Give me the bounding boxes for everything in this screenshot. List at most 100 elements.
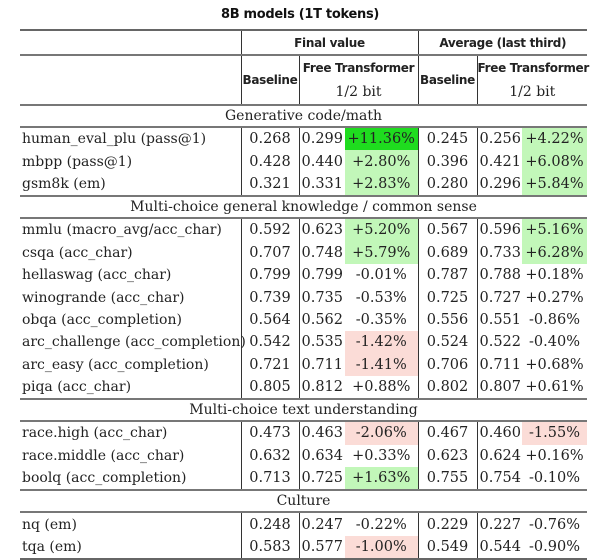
ft-avg: 0.256 (476, 125, 522, 151)
ft-final: 0.247 (298, 511, 345, 536)
baseline-avg: 0.524 (417, 331, 477, 354)
table-row: obqa (acc_completion) 0.564 0.562 -0.35% 0.5… (20, 308, 587, 332)
ft-avg: 0.711 (476, 353, 522, 376)
task-name: gsm8k (em) (22, 175, 106, 192)
ft-final-delta: +11.36% (345, 125, 418, 151)
ft-avg: 0.227 (476, 511, 522, 536)
table-row: nq (em) 0.248 0.247 -0.22% 0.229 0.227 -0.76% (20, 511, 588, 536)
table-row: winogrande (acc_char) 0.739 0.735 -0.53% 0.7… (20, 286, 587, 309)
ft-final-delta: +1.63% (345, 467, 418, 491)
table-row: race.middle (acc_char) 0.632 0.634 +0.33% 0.… (20, 444, 587, 468)
table-row: mbpp (pass@1) 0.428 0.440 +2.80% 0.396 0.421 +… (20, 150, 588, 173)
ft-final: 0.463 (298, 420, 345, 445)
ft-final-delta: +2.83% (345, 172, 418, 197)
ft-final: 0.634 (298, 444, 345, 468)
task-name: human_eval_plu (pass@1) (20, 125, 241, 151)
ft-final-delta: -0.35% (355, 311, 407, 328)
table-row: hellaswag (acc_char) 0.799 0.799 -0.01% 0.78… (20, 263, 587, 287)
baseline-avg: 0.556 (417, 308, 477, 332)
ft-final-delta: -2.06% (345, 420, 418, 445)
table-row: arc_challenge (acc_completion) 0.542 0.535… (20, 331, 587, 354)
ft-avg-delta: -0.90% (522, 535, 588, 560)
baseline-avg: 0.396 (417, 150, 477, 173)
section-row: Multi-choice text understanding (20, 398, 588, 422)
table-row: piqa (acc_char) 0.805 0.812 +0.88% 0.802 0.80… (20, 375, 587, 400)
ft-avg: 0.727 (476, 286, 522, 309)
ft-final-delta: -0.22% (345, 511, 418, 536)
ft-avg-delta: -0.10% (529, 470, 580, 487)
ft-avg-delta: +0.27% (525, 289, 584, 306)
task-name: mbpp (pass@1) (22, 153, 133, 170)
ft-avg: 0.522 (476, 331, 522, 354)
ft-final: 0.735 (298, 286, 345, 309)
ft-final-delta: -0.53% (355, 289, 407, 306)
baseline-avg: 0.802 (417, 375, 477, 400)
section-row: Generative code/math (20, 104, 588, 127)
baseline-avg: 0.549 (417, 535, 477, 560)
baseline-final: 0.564 (240, 308, 299, 332)
baseline-avg: 0.706 (417, 353, 477, 376)
header-row-2: Baseline Free Transformer 1/2 bit Baselin… (20, 54, 589, 105)
ft-final-delta: -0.01% (355, 267, 407, 284)
header-final-value: Final value (240, 29, 418, 55)
section-title: Culture (20, 489, 588, 513)
results-table: Final value Average (last third) Baselin… (20, 29, 589, 560)
ft-final: 0.331 (298, 172, 345, 197)
baseline-final: 0.592 (240, 217, 299, 242)
section-row: Multi-choice general knowledge / common … (20, 195, 588, 219)
task-name: race.middle (acc_char) (22, 447, 185, 464)
baseline-final: 0.428 (240, 150, 299, 173)
task-name: nq (em) (20, 511, 241, 536)
baseline-final: 0.739 (240, 286, 299, 309)
ft-avg: 0.754 (476, 467, 522, 491)
task-name: obqa (acc_completion) (22, 311, 182, 328)
table-row: csqa (acc_char) 0.707 0.748 +5.79% 0.689 0.73… (20, 241, 588, 264)
task-name: arc_easy (acc_completion) (22, 356, 209, 373)
task-name: tqa (em) (20, 535, 241, 560)
table-row: arc_easy (acc_completion) 0.721 0.711 -1.41… (20, 353, 587, 376)
baseline-avg: 0.467 (417, 420, 477, 445)
baseline-final: 0.473 (240, 420, 299, 445)
baseline-avg: 0.229 (417, 511, 477, 536)
task-name: arc_challenge (acc_completion) (22, 334, 246, 351)
section-row: Culture (20, 489, 588, 513)
table-title: 8B models (1T tokens) (220, 7, 380, 22)
baseline-avg: 0.280 (417, 172, 477, 197)
ft-avg-delta: +6.28% (522, 241, 588, 264)
baseline-final: 0.799 (240, 263, 299, 287)
ft-avg-delta: -0.76% (522, 511, 588, 536)
ft-final: 0.535 (298, 331, 345, 354)
ft-avg-delta: -0.86% (529, 311, 580, 328)
baseline-avg: 0.725 (417, 286, 477, 309)
table-row: human_eval_plu (pass@1) 0.268 0.299 +11.36%… (20, 125, 588, 151)
baseline-final: 0.583 (240, 535, 299, 560)
ft-final-delta: +5.79% (345, 241, 418, 264)
task-name: hellaswag (acc_char) (22, 267, 172, 284)
ft-final-delta: +2.80% (345, 150, 418, 173)
ft-final: 0.725 (298, 467, 345, 491)
ft-avg-delta: +0.18% (525, 267, 584, 284)
ft-avg: 0.624 (476, 444, 522, 468)
table-row: gsm8k (em) 0.321 0.331 +2.83% 0.280 0.296 +5.8… (20, 172, 588, 197)
task-name: mmlu (macro_avg/acc_char) (20, 217, 241, 242)
baseline-avg: 0.787 (417, 263, 477, 287)
task-name: boolq (acc_completion) (22, 470, 187, 487)
task-name: csqa (acc_char) (22, 244, 133, 261)
ft-final-delta: -1.41% (345, 353, 418, 376)
ft-avg-delta: +5.16% (522, 217, 588, 242)
task-name: winogrande (acc_char) (22, 289, 185, 306)
table-row: mmlu (macro_avg/acc_char) 0.592 0.623 +5.20… (20, 217, 588, 242)
header-free-transformer-avg: Free Transformer 1/2 bit (476, 54, 589, 105)
baseline-final: 0.321 (240, 172, 299, 197)
ft-final: 0.623 (298, 217, 345, 242)
section-title: Generative code/math (20, 104, 588, 127)
ft-avg: 0.551 (476, 308, 522, 332)
ft-final-delta: -1.00% (345, 535, 418, 560)
header-baseline: Baseline (240, 54, 299, 105)
ft-avg-delta: +5.84% (522, 172, 588, 197)
section-title: Multi-choice text understanding (20, 398, 588, 422)
baseline-final: 0.542 (240, 331, 299, 354)
baseline-avg: 0.245 (417, 125, 477, 151)
ft-avg-delta: -0.40% (529, 334, 580, 351)
header-average: Average (last third) (417, 29, 588, 55)
